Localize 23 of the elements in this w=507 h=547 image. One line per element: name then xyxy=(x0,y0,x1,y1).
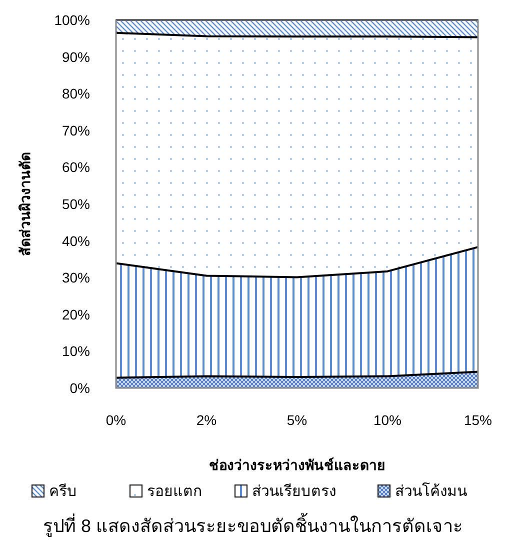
y-tick-label: 0% xyxy=(70,380,90,396)
x-tick-label: 15% xyxy=(464,412,492,428)
y-tick-label: 100% xyxy=(54,12,90,28)
x-tick-label: 0% xyxy=(106,412,126,428)
y-tick-label: 90% xyxy=(62,48,90,65)
y-tick-label: 20% xyxy=(62,306,90,322)
y-tick-label: 80% xyxy=(62,86,90,102)
x-axis-title: ช่องว่างระหว่างพันช์และดาย xyxy=(209,457,385,473)
y-tick-label: 30% xyxy=(62,270,90,286)
y-tick-label: 40% xyxy=(62,232,90,249)
y-tick-label: 70% xyxy=(62,122,90,138)
y-axis-title: สัดส่วนผิวงานตัด xyxy=(17,152,33,256)
legend-label: ส่วนโค้งมน xyxy=(395,482,467,500)
x-tick-label: 5% xyxy=(286,412,308,428)
x-tick-label: 10% xyxy=(373,412,402,428)
y-tick-label: 10% xyxy=(62,343,90,360)
legend-label: รอยแตก xyxy=(147,483,202,500)
legend-label: ครีบ xyxy=(49,483,77,500)
y-tick-label: 60% xyxy=(62,159,90,176)
y-tick-label: 50% xyxy=(62,196,90,212)
legend-label: ส่วนเรียบตรง xyxy=(252,483,336,500)
x-tick-label: 2% xyxy=(196,412,217,428)
text: รูปที่ 8 แสดงสัดส่วนระยะขอบตัดชิ้นงานในการตัดเจาะ xyxy=(42,513,464,537)
